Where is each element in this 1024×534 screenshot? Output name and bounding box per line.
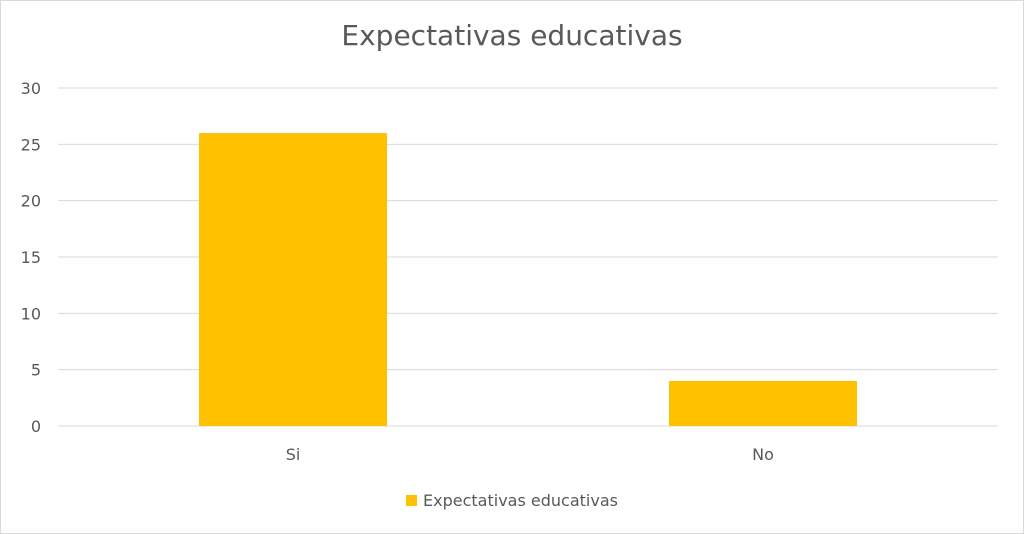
y-tick-label: 15: [21, 248, 41, 267]
y-tick-label: 20: [21, 192, 41, 211]
y-tick-label: 5: [31, 361, 41, 380]
y-tick-label: 0: [31, 417, 41, 436]
y-tick-label: 25: [21, 135, 41, 154]
legend-label: Expectativas educativas: [423, 491, 618, 510]
legend-swatch: [406, 495, 418, 506]
x-tick-label: No: [752, 445, 774, 464]
chart-legend: Expectativas educativas: [1, 491, 1023, 510]
bar-si: [199, 133, 387, 427]
bar-no: [669, 380, 857, 426]
x-tick-label: Si: [286, 445, 301, 464]
y-tick-label: 10: [21, 304, 41, 323]
chart-title: Expectativas educativas: [341, 19, 683, 52]
y-tick-label: 30: [21, 79, 41, 98]
